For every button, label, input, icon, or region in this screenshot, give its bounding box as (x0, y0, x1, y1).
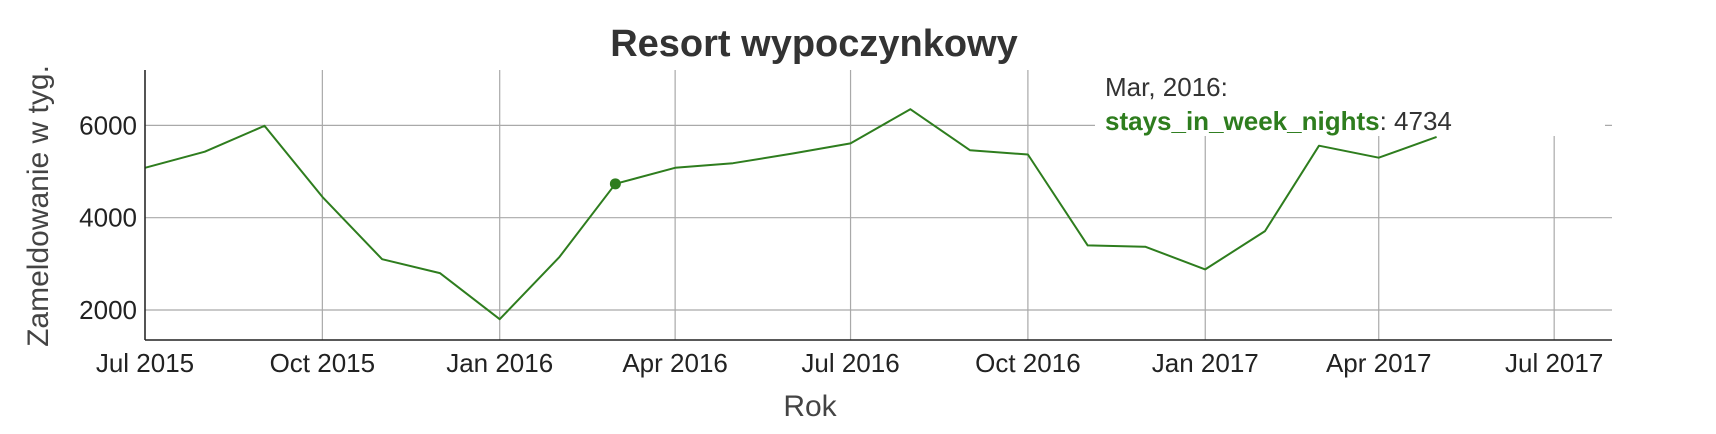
x-tick-label: Jul 2015 (96, 348, 194, 378)
tooltip-date: Mar, 2016: (1105, 72, 1228, 102)
x-tick-label: Oct 2015 (270, 348, 376, 378)
x-tick-label: Apr 2016 (622, 348, 728, 378)
tooltip-value-line: stays_in_week_nights: 4734 (1105, 106, 1452, 136)
chart-title: Resort wypoczynkowy (610, 23, 1018, 65)
tooltip-value: 4734 (1394, 106, 1452, 136)
x-tick-label: Jan 2017 (1152, 348, 1259, 378)
y-tick-label: 6000 (79, 110, 137, 140)
hover-point-marker[interactable] (609, 178, 621, 190)
x-tick-label: Jul 2016 (801, 348, 899, 378)
hover-tooltip: Mar, 2016: stays_in_week_nights: 4734 (1095, 62, 1605, 136)
tooltip-series-name: stays_in_week_nights (1105, 106, 1380, 136)
y-tick-label: 4000 (79, 203, 137, 233)
y-axis-title: Zameldowanie w tyg. (22, 65, 55, 347)
x-tick-label: Oct 2016 (975, 348, 1081, 378)
x-tick-label: Jul 2017 (1505, 348, 1603, 378)
x-tick-label: Jan 2016 (446, 348, 553, 378)
y-tick-label: 2000 (79, 295, 137, 325)
series-line-stays_in_week_nights (144, 108, 1437, 321)
x-axis-title: Rok (783, 390, 837, 423)
series-layer (144, 108, 1437, 321)
tick-labels: Jul 2015 Oct 2015 Jan 2016 Apr 2016 Jul 2016… (79, 110, 1603, 378)
x-tick-label: Apr 2017 (1326, 348, 1432, 378)
axes (144, 70, 1612, 341)
tooltip-separator: : (1380, 106, 1394, 136)
tooltip-background (1095, 62, 1605, 136)
